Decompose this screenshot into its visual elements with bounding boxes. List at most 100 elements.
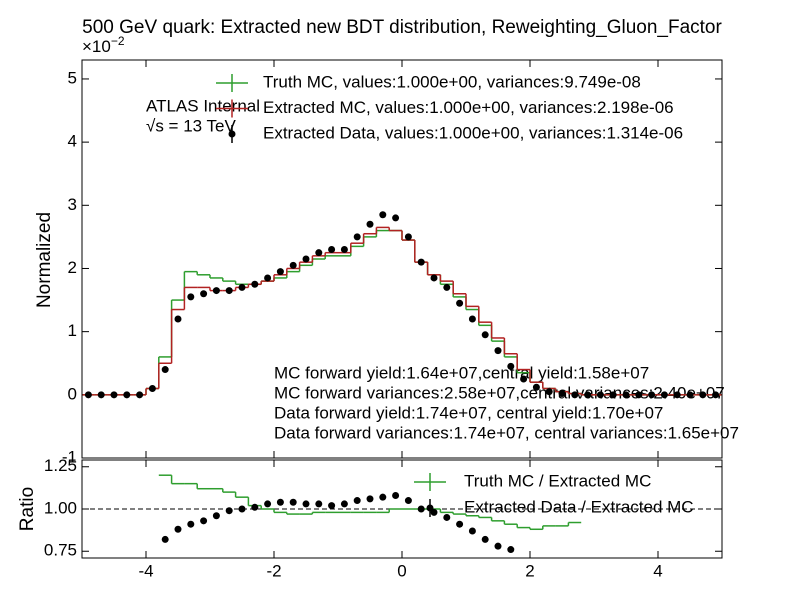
data-point: [392, 491, 400, 499]
data-point: [200, 517, 208, 525]
data-point: [238, 505, 246, 513]
data-point: [148, 385, 156, 393]
data-point: [340, 500, 348, 508]
data-point: [507, 546, 515, 554]
plot-frame: [81, 59, 723, 459]
data-point: [187, 293, 195, 301]
data-point: [123, 391, 131, 399]
x-tick-label: 2: [525, 561, 534, 580]
data-point: [174, 315, 182, 323]
annotation: MC forward variances:2.58e+07,central va…: [274, 383, 725, 402]
data-point: [276, 498, 284, 506]
data-point: [596, 391, 604, 399]
y-tick-label: 3: [68, 195, 77, 214]
y-tick-label: 1.00: [44, 498, 77, 517]
data-point: [251, 503, 259, 511]
x-tick-label: 4: [653, 561, 662, 580]
data-point: [584, 391, 592, 399]
data-point: [635, 391, 643, 399]
data-point: [161, 366, 169, 374]
plot-frame: [81, 459, 723, 559]
data-point: [340, 246, 348, 254]
data-point: [212, 512, 220, 520]
data-point: [532, 383, 540, 391]
data-point: [648, 391, 656, 399]
y-multiplier-exponent: −2: [111, 34, 125, 48]
data-point: [430, 274, 438, 282]
data-point: [353, 497, 361, 505]
legend-label: Extracted Data / Extracted MC: [464, 497, 694, 516]
annotation: √s = 13 TeV: [146, 116, 236, 135]
y-axis-label: Normalized: [34, 212, 55, 308]
data-point: [276, 268, 284, 276]
data-point: [366, 220, 374, 228]
data-point: [571, 391, 579, 399]
data-point: [456, 520, 464, 528]
data-point: [212, 287, 220, 295]
data-point: [289, 261, 297, 269]
data-point: [494, 542, 502, 550]
data-point: [136, 391, 144, 399]
annotation: MC forward yield:1.64e+07,central yield:…: [274, 363, 649, 382]
data-point: [443, 283, 451, 291]
data-point: [417, 505, 425, 513]
legend-label: Truth MC / Extracted MC: [464, 471, 651, 490]
y-axis-label: Ratio: [17, 487, 38, 531]
data-point: [315, 249, 323, 257]
y-tick-label: 1.25: [44, 456, 77, 475]
chart-title: 500 GeV quark: Extracted new BDT distrib…: [82, 17, 722, 38]
data-point: [417, 258, 425, 266]
data-point: [481, 331, 489, 339]
data-point: [225, 507, 233, 515]
annotation: Data forward yield:1.74e+07, central yie…: [274, 403, 663, 422]
data-point: [456, 299, 464, 307]
data-point: [97, 391, 105, 399]
data-point: [673, 391, 681, 399]
data-point: [110, 391, 118, 399]
data-point: [187, 520, 195, 528]
data-point: [264, 500, 272, 508]
data-point: [161, 535, 169, 543]
data-point: [660, 391, 668, 399]
data-point: [225, 287, 233, 295]
data-point: [520, 375, 528, 383]
data-point: [302, 255, 310, 263]
legend-label: Extracted Data, values:1.000e+00, varian…: [263, 123, 683, 142]
legend-label: Truth MC, values:1.000e+00, variances:9.…: [263, 72, 641, 91]
data-point: [686, 391, 694, 399]
y-tick-label: -1: [62, 447, 77, 466]
data-point: [404, 233, 412, 241]
y-tick-label: 4: [68, 132, 77, 151]
data-point: [622, 391, 630, 399]
data-point: [353, 233, 361, 241]
data-point: [545, 388, 553, 396]
data-point: [392, 214, 400, 222]
y-multiplier-base: ×10: [82, 37, 111, 56]
y-tick-label: 1: [68, 321, 77, 340]
legend-marker: [426, 504, 434, 512]
data-point: [468, 527, 476, 535]
x-tick-label: 0: [397, 561, 406, 580]
data-point: [468, 315, 476, 323]
data-point: [379, 493, 387, 501]
data-point: [174, 525, 182, 533]
data-point: [366, 495, 374, 503]
data-point: [251, 280, 259, 288]
data-point: [200, 290, 208, 298]
data-point: [264, 274, 272, 282]
data-point: [289, 498, 297, 506]
y-tick-label: 2: [68, 258, 77, 277]
data-point: [328, 502, 336, 510]
annotation: Data forward variances:1.74e+07, central…: [274, 423, 739, 442]
data-point: [379, 211, 387, 219]
legend-label: Extracted MC, values:1.000e+00, variance…: [263, 98, 674, 117]
x-tick-label: -2: [266, 561, 281, 580]
y-tick-label: 0.75: [44, 541, 77, 560]
y-tick-label: 0: [68, 384, 77, 403]
y-multiplier: ×10−2: [82, 34, 125, 56]
data-point: [443, 513, 451, 521]
data-point: [558, 390, 566, 398]
data-point: [84, 391, 92, 399]
data-point: [712, 391, 720, 399]
